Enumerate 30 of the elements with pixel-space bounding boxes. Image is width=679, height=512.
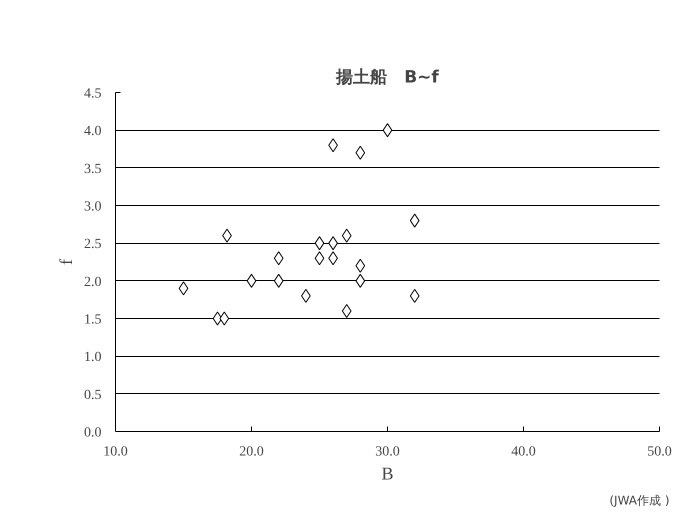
point — [342, 304, 352, 318]
y-tick-label: 1.0 — [84, 350, 102, 366]
chart-title: 揚土船 B~f — [335, 68, 440, 88]
point — [355, 274, 366, 288]
y-tick-label: 4.5 — [84, 86, 102, 102]
point — [410, 288, 420, 303]
x-tick-label: 40.0 — [511, 444, 536, 460]
x-tick-label: 30.0 — [375, 444, 400, 460]
y-axis-title: f — [56, 258, 76, 265]
text: (JWA作成 ) — [609, 494, 670, 508]
y-tick-label: 3.5 — [84, 162, 102, 177]
point — [355, 146, 366, 160]
point — [342, 228, 352, 243]
point — [274, 251, 284, 266]
y-tick-label: 0.5 — [84, 388, 102, 403]
point — [410, 214, 420, 228]
x-tick-label: 10.0 — [103, 444, 128, 460]
x-axis-title: B — [381, 464, 394, 484]
point — [212, 312, 222, 326]
x-tick-label: 20.0 — [239, 444, 264, 460]
y-tick-label: 2.5 — [84, 237, 102, 252]
x-tick-label: 50.0 — [647, 444, 672, 460]
y-tick-label: 0.0 — [84, 426, 102, 440]
point — [355, 258, 366, 273]
y-tick-label: 4.0 — [84, 124, 102, 140]
y-tick-label: 1.5 — [84, 312, 102, 328]
y-tick-label: 3.0 — [84, 200, 102, 214]
point — [219, 312, 230, 326]
point — [274, 274, 284, 288]
y-tick-label: 2.0 — [84, 274, 102, 290]
